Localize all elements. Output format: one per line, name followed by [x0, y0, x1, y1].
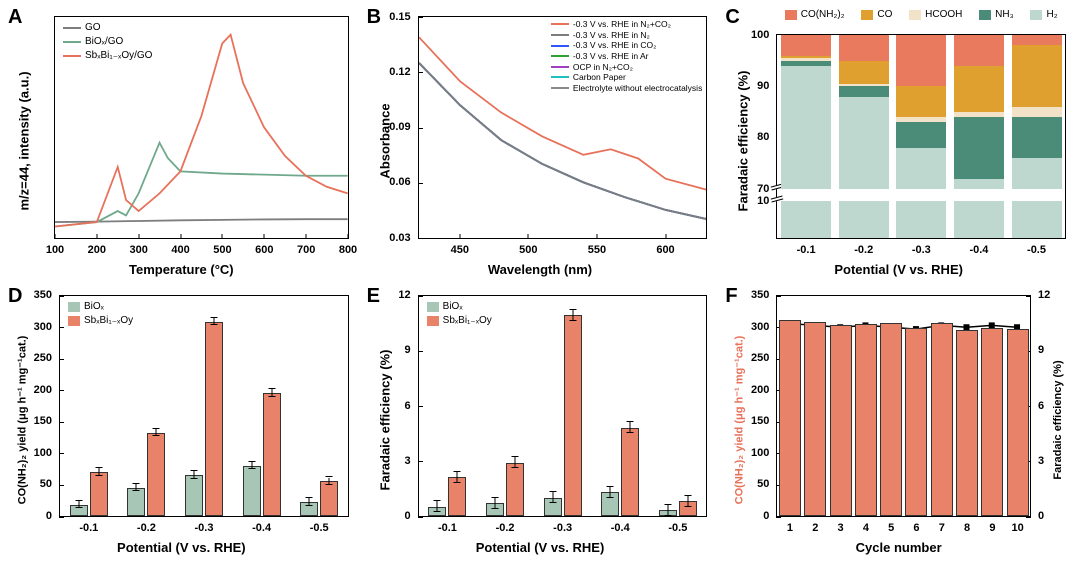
- panel-c-legend: CO(NH₂)₂COHCOOHNH₃H₂: [776, 8, 1066, 22]
- panel-a-plot: GOBiOₓ/GOSbₓBi₁₋ₓOy/GO 10020030040050060…: [54, 16, 349, 239]
- panel-f-label: F: [725, 285, 737, 308]
- panel-e: E Faradaic efficiency (%) Potential (V v…: [363, 283, 718, 558]
- panel-d-plot: BiOₓSbₓBi₁₋ₓOy 050100150200250300350-0.1…: [59, 295, 349, 518]
- panel-e-plot: BiOₓSbₓBi₁₋ₓOy 036912-0.1-0.2-0.3-0.4-0.…: [418, 295, 708, 518]
- panel-b-xlabel: Wavelength (nm): [363, 262, 718, 277]
- panel-b-label: B: [367, 6, 381, 29]
- panel-f-ylabel-left: CO(NH₂)₂ yield (μg h⁻¹ mg⁻¹cat.): [733, 335, 746, 504]
- figure-grid: A m/z=44, intensity (a.u.) Temperature (…: [0, 0, 1080, 561]
- panel-d-legend: BiOₓSbₓBi₁₋ₓOy: [68, 300, 133, 328]
- panel-d-label: D: [8, 285, 22, 308]
- panel-b-plot: -0.3 V vs. RHE in N₂+CO₂-0.3 V vs. RHE i…: [418, 16, 708, 239]
- panel-a-ylabel: m/z=44, intensity (a.u.): [17, 72, 32, 211]
- panel-f-xlabel: Cycle number: [721, 540, 1076, 555]
- panel-c: C Faradaic efficiency (%) Potential (V v…: [721, 4, 1076, 279]
- panel-b: B Absorbance Wavelength (nm) -0.3 V vs. …: [363, 4, 718, 279]
- panel-c-xlabel: Potential (V vs. RHE): [721, 262, 1076, 277]
- panel-e-ylabel: Faradaic efficiency (%): [377, 349, 392, 490]
- panel-a-legend: GOBiOₓ/GOSbₓBi₁₋ₓOy/GO: [63, 21, 152, 63]
- panel-d-xlabel: Potential (V vs. RHE): [4, 540, 359, 555]
- panel-d: D CO(NH₂)₂ yield (μg h⁻¹ mg⁻¹cat.) Poten…: [4, 283, 359, 558]
- panel-e-xlabel: Potential (V vs. RHE): [363, 540, 718, 555]
- panel-c-plot: 10708090100-0.1-0.2-0.3-0.4-0.5: [776, 34, 1066, 239]
- panel-c-ylabel: Faradaic efficiency (%): [736, 71, 751, 212]
- panel-b-ylabel: Absorbance: [377, 104, 392, 179]
- panel-e-label: E: [367, 285, 380, 308]
- panel-f: F CO(NH₂)₂ yield (μg h⁻¹ mg⁻¹cat.) Farad…: [721, 283, 1076, 558]
- panel-a-xlabel: Temperature (°C): [4, 262, 359, 277]
- panel-d-ylabel: CO(NH₂)₂ yield (μg h⁻¹ mg⁻¹cat.): [16, 335, 29, 504]
- panel-c-label: C: [725, 6, 739, 29]
- panel-a: A m/z=44, intensity (a.u.) Temperature (…: [4, 4, 359, 279]
- panel-e-legend: BiOₓSbₓBi₁₋ₓOy: [427, 300, 492, 328]
- panel-f-plot: 05010015020025030035003691212345678910: [776, 295, 1031, 518]
- panel-f-ylabel-right: Faradaic efficiency (%): [1052, 360, 1064, 479]
- panel-a-label: A: [8, 6, 22, 29]
- panel-b-legend: -0.3 V vs. RHE in N₂+CO₂-0.3 V vs. RHE i…: [551, 19, 702, 93]
